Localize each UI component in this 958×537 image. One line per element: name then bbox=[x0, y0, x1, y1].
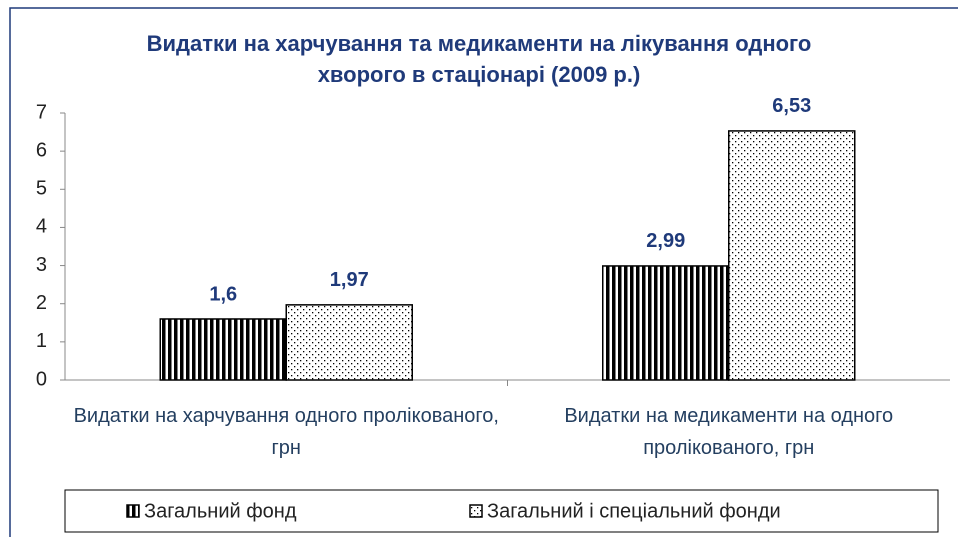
x-tick-label: Видатки на харчування одного проліковано… bbox=[73, 405, 499, 459]
bar bbox=[159, 318, 287, 381]
bar bbox=[728, 130, 856, 381]
y-tick-label: 3 bbox=[36, 254, 47, 276]
value-label: 1,97 bbox=[330, 269, 369, 291]
legend-box bbox=[64, 489, 939, 533]
y-tick-label: 4 bbox=[36, 216, 47, 238]
y-tick-label: 1 bbox=[36, 330, 47, 352]
y-tick-label: 2 bbox=[36, 292, 47, 314]
x-tick-label: Видатки на медикаменти на одного проліко… bbox=[564, 405, 894, 459]
value-label: 1,6 bbox=[209, 283, 237, 305]
bar bbox=[602, 265, 730, 381]
legend-label: Загальний фонд bbox=[144, 500, 297, 522]
legend-swatch bbox=[126, 504, 140, 518]
y-tick-label: 7 bbox=[36, 101, 47, 123]
bar bbox=[285, 304, 413, 381]
legend-swatch bbox=[469, 504, 483, 518]
chart-title: Видатки на харчування та медикаменти на … bbox=[146, 31, 812, 87]
value-label: 2,99 bbox=[646, 230, 685, 252]
chart-frame bbox=[9, 7, 958, 537]
legend-label: Загальний і спеціальний фонди bbox=[487, 500, 781, 522]
value-label: 6,53 bbox=[772, 95, 811, 117]
y-tick-label: 5 bbox=[36, 178, 47, 200]
y-tick-label: 0 bbox=[36, 368, 47, 390]
y-tick-label: 6 bbox=[36, 139, 47, 161]
